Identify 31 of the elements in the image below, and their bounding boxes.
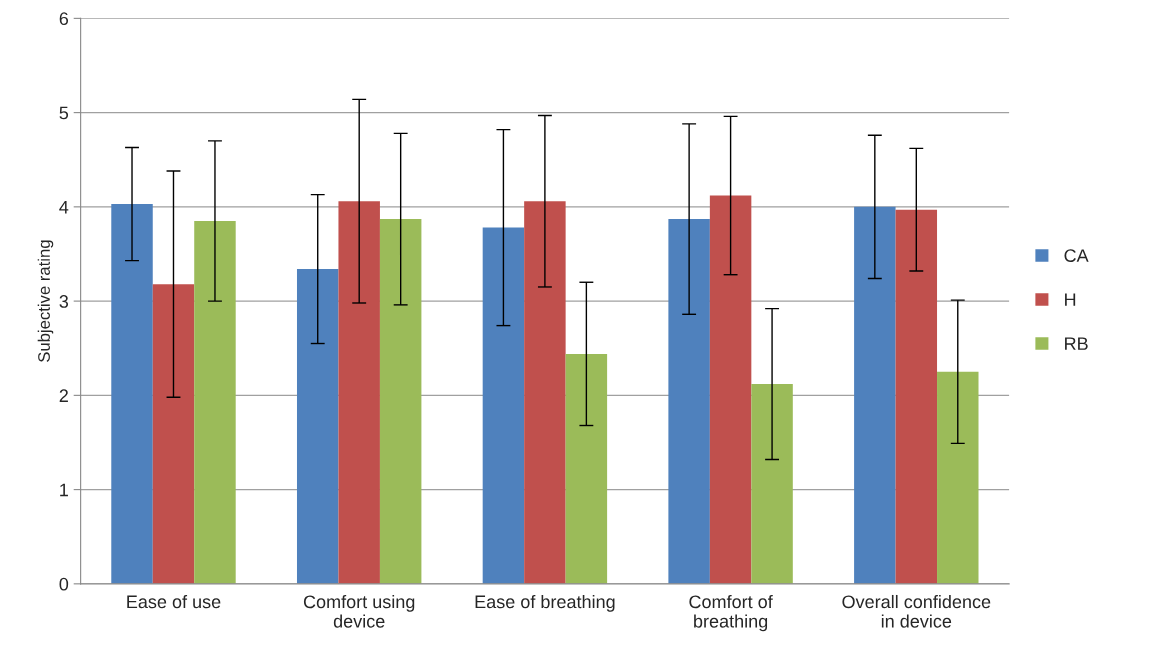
- y-tick-label: 2: [59, 389, 68, 402]
- x-tick-label: Overall confidence in device: [842, 594, 991, 628]
- x-tick-label: Ease of breathing: [475, 594, 615, 612]
- bar: [194, 221, 236, 584]
- legend-label: CA: [1064, 249, 1089, 262]
- bar: [854, 206, 896, 584]
- bar: [751, 384, 793, 584]
- bar: [152, 284, 195, 584]
- y-tick-label: 3: [59, 295, 69, 308]
- bar: [111, 204, 153, 584]
- y-tick-label: 6: [59, 12, 69, 26]
- y-axis-title: Subjective rating: [37, 240, 54, 362]
- bar: [482, 227, 525, 584]
- x-tick-label: Ease of use: [127, 594, 221, 609]
- legend-label: H: [1065, 293, 1076, 306]
- bar: [565, 353, 608, 584]
- bar: [296, 269, 339, 584]
- x-tick-label: Comfort using device: [303, 594, 415, 628]
- y-tick-label: 4: [59, 200, 69, 214]
- legend-label: RB: [1065, 337, 1088, 350]
- bar: [937, 371, 979, 584]
- y-tick-label: 5: [59, 106, 69, 120]
- bar: [895, 209, 938, 584]
- bar: [338, 201, 380, 584]
- y-tick-label: 0: [59, 577, 69, 591]
- bar: [709, 195, 752, 584]
- y-tick-label: 1: [60, 483, 68, 497]
- bar: [524, 201, 566, 584]
- bar: [668, 219, 710, 584]
- x-tick-label: Comfort of breathing: [689, 594, 773, 632]
- bar: [379, 219, 422, 584]
